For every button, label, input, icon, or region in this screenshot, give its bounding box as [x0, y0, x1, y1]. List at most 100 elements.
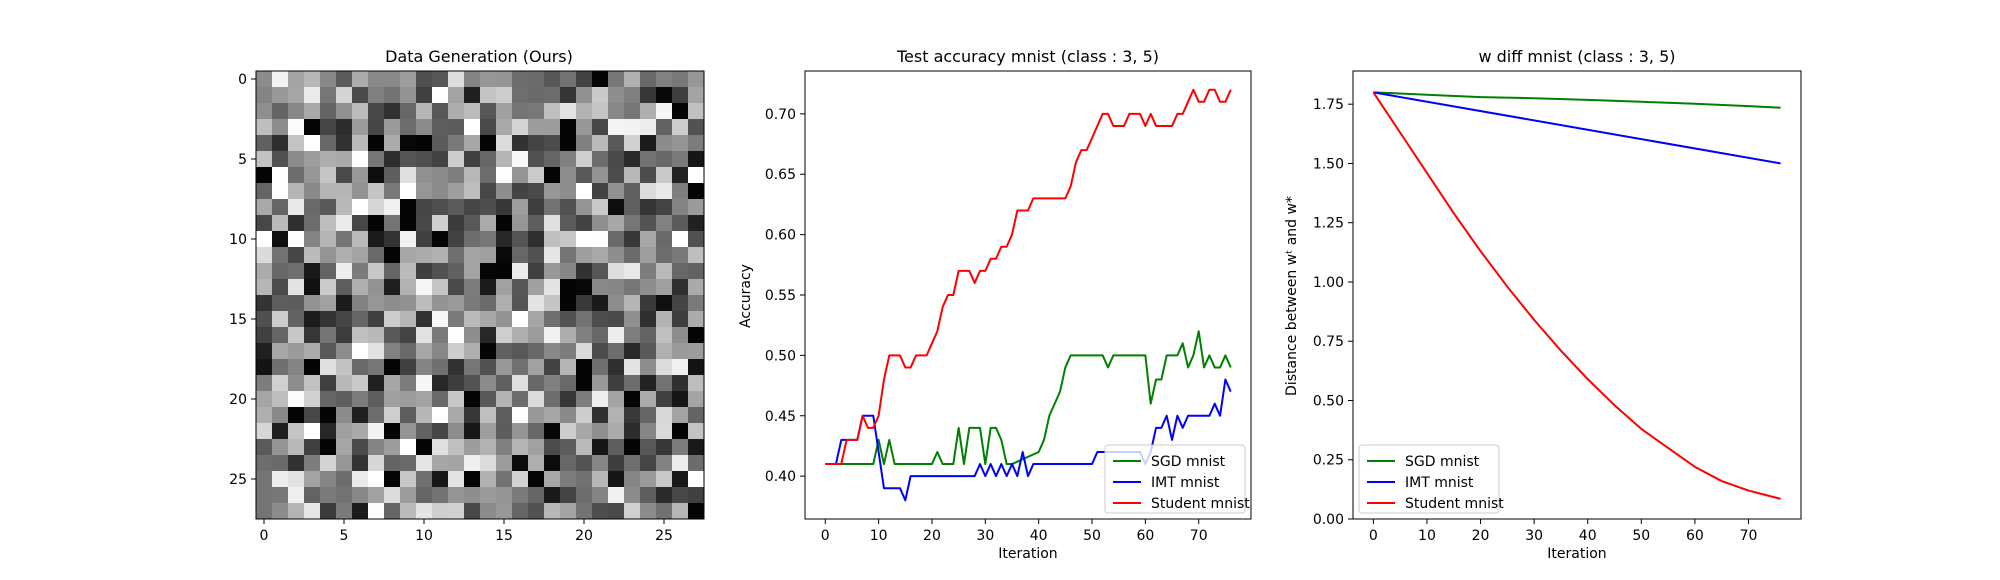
heatmap-cell — [256, 295, 273, 312]
heatmap-cell — [608, 279, 625, 296]
heatmap-cell — [560, 407, 577, 424]
heatmap-cell — [272, 455, 289, 472]
heatmap-cell — [592, 199, 609, 216]
heatmap-cell — [368, 231, 385, 248]
heatmap-cell — [576, 151, 593, 168]
heatmap-cell — [576, 359, 593, 376]
heatmap-cell — [448, 247, 465, 264]
x-tick-label: 40 — [1030, 528, 1048, 544]
heatmap-cell — [512, 279, 529, 296]
heatmap-cell — [272, 215, 289, 232]
heatmap-cell — [288, 343, 305, 360]
heatmap-cell — [400, 231, 417, 248]
heatmap-cell — [368, 487, 385, 504]
heatmap-cell — [528, 119, 545, 136]
heatmap-cell — [336, 247, 353, 264]
heatmap-cell — [656, 391, 673, 408]
heatmap-cell — [384, 215, 401, 232]
heatmap-cell — [400, 183, 417, 200]
heatmap-cell — [656, 487, 673, 504]
heatmap-y-tick-label: 10 — [229, 232, 247, 248]
heatmap-cell — [448, 471, 465, 488]
heatmap-cell — [512, 487, 529, 504]
y-tick-label: 0.55 — [765, 288, 796, 304]
x-tick-label: 60 — [1686, 528, 1704, 544]
heatmap-cell — [480, 71, 497, 88]
heatmap-cell — [624, 455, 641, 472]
heatmap-cell — [608, 167, 625, 184]
heatmap-cell — [688, 279, 705, 296]
y-tick-label: 0.75 — [1313, 334, 1344, 350]
heatmap-cell — [480, 247, 497, 264]
heatmap-cell — [336, 151, 353, 168]
heatmap-cell — [400, 167, 417, 184]
heatmap-cell — [544, 327, 561, 344]
heatmap-cell — [640, 71, 657, 88]
heatmap-cell — [544, 103, 561, 120]
heatmap-cell — [528, 87, 545, 104]
heatmap-cell — [400, 103, 417, 120]
heatmap-cell — [624, 247, 641, 264]
heatmap-cell — [672, 487, 689, 504]
heatmap-cell — [672, 503, 689, 520]
heatmap-cell — [672, 103, 689, 120]
wdiff-x-label: Iteration — [1547, 546, 1606, 562]
heatmap-cell — [256, 247, 273, 264]
x-tick-label: 70 — [1190, 528, 1208, 544]
heatmap-cell — [544, 199, 561, 216]
heatmap-cell — [528, 183, 545, 200]
heatmap-cell — [560, 71, 577, 88]
heatmap-cell — [256, 327, 273, 344]
heatmap-cell — [416, 87, 433, 104]
heatmap-cell — [640, 471, 657, 488]
heatmap-cell — [416, 215, 433, 232]
heatmap-cell — [656, 311, 673, 328]
heatmap-cell — [272, 167, 289, 184]
heatmap-cell — [640, 231, 657, 248]
heatmap-cell — [624, 87, 641, 104]
heatmap-x-tick-label: 5 — [340, 528, 349, 544]
heatmap-cell — [608, 247, 625, 264]
y-tick-label: 0.00 — [1313, 512, 1344, 528]
heatmap-cell — [544, 471, 561, 488]
heatmap-cell — [256, 375, 273, 392]
heatmap-cell — [352, 439, 369, 456]
heatmap-cell — [448, 375, 465, 392]
heatmap-cell — [400, 455, 417, 472]
heatmap-cell — [688, 407, 705, 424]
heatmap-cell — [336, 487, 353, 504]
heatmap-cell — [512, 407, 529, 424]
heatmap-cell — [464, 263, 481, 280]
heatmap-cell — [672, 167, 689, 184]
heatmap-cell — [480, 167, 497, 184]
heatmap-cell — [624, 119, 641, 136]
heatmap-cell — [480, 103, 497, 120]
heatmap-cell — [624, 503, 641, 520]
heatmap-cell — [288, 503, 305, 520]
heatmap-cell — [352, 71, 369, 88]
heatmap-cell — [288, 103, 305, 120]
heatmap-cell — [608, 487, 625, 504]
heatmap-cell — [560, 183, 577, 200]
heatmap-cell — [384, 71, 401, 88]
heatmap-cell — [544, 247, 561, 264]
heatmap-cell — [304, 151, 321, 168]
heatmap-cell — [592, 71, 609, 88]
heatmap-cell — [592, 167, 609, 184]
heatmap-cell — [592, 487, 609, 504]
heatmap-cell — [288, 311, 305, 328]
heatmap-cell — [496, 263, 513, 280]
heatmap-cell — [432, 327, 449, 344]
heatmap-cell — [256, 135, 273, 152]
heatmap-cell — [608, 455, 625, 472]
heatmap-cell — [560, 87, 577, 104]
heatmap-cell — [368, 87, 385, 104]
heatmap-cell — [464, 87, 481, 104]
heatmap-cell — [688, 119, 705, 136]
heatmap-cell — [656, 103, 673, 120]
heatmap-cell — [416, 183, 433, 200]
heatmap-cell — [528, 487, 545, 504]
heatmap-cell — [624, 359, 641, 376]
heatmap-cell — [496, 199, 513, 216]
heatmap-cell — [544, 423, 561, 440]
